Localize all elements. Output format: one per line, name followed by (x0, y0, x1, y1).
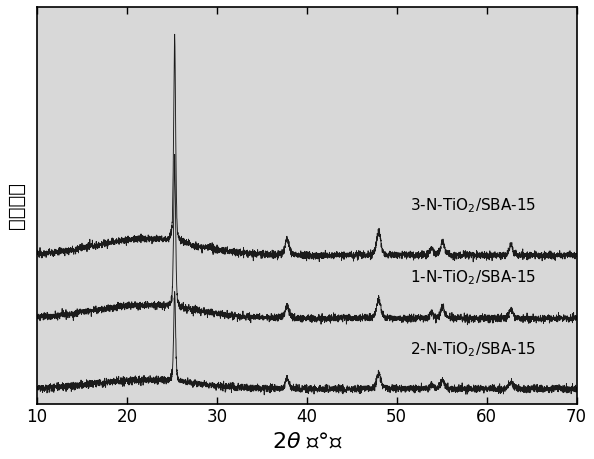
Text: 1-N-TiO$_2$/SBA-15: 1-N-TiO$_2$/SBA-15 (410, 268, 536, 287)
Text: 3-N-TiO$_2$/SBA-15: 3-N-TiO$_2$/SBA-15 (410, 196, 536, 215)
Y-axis label: 衍射强度: 衍射强度 (7, 182, 26, 229)
Text: 2-N-TiO$_2$/SBA-15: 2-N-TiO$_2$/SBA-15 (410, 340, 536, 359)
X-axis label: 2$\theta$ （°）: 2$\theta$ （°） (271, 432, 342, 452)
